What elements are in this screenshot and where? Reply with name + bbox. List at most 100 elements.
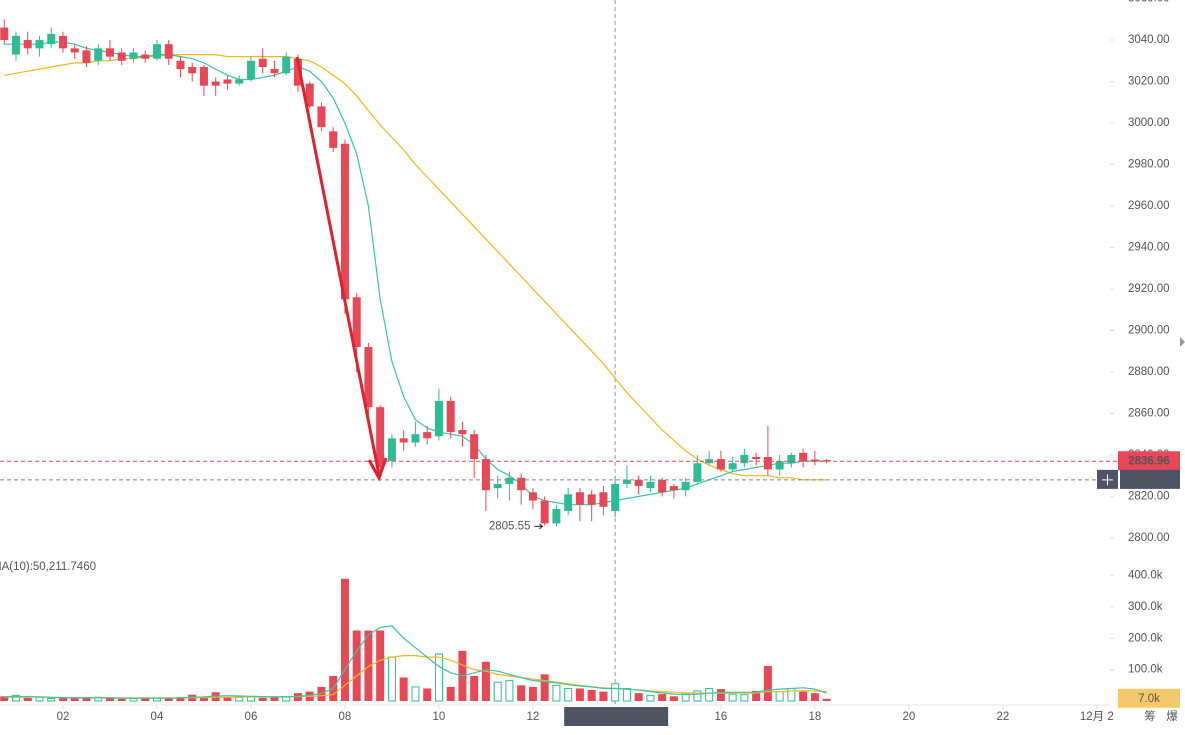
volume-bar [763, 665, 772, 701]
x-tick-label: 12 [527, 711, 540, 723]
volume-bar [434, 653, 443, 702]
x-tick-label: 02 [57, 711, 70, 723]
candle-body [693, 463, 702, 482]
volume-bar [552, 684, 561, 702]
candle-body [35, 40, 44, 49]
candle-body [728, 463, 737, 470]
candle-body [282, 56, 291, 74]
candle-body [646, 481, 655, 489]
x-tick-label: 06 [245, 711, 258, 723]
x-tick-label: 18 [808, 711, 821, 723]
volume-bar [376, 630, 385, 701]
candle-body [58, 35, 67, 49]
candle-body [810, 459, 819, 462]
candle-body [446, 400, 455, 433]
volume-bar [70, 698, 79, 701]
y-tick-label: 2960.00 [1128, 200, 1170, 212]
volume-bar [340, 578, 349, 701]
candle-body [11, 35, 20, 55]
x-tick-label: 20 [902, 711, 915, 723]
volume-bar [0, 696, 9, 701]
y-tick-label: 3040.00 [1128, 34, 1170, 46]
volume-bar [693, 690, 702, 702]
candle-body [176, 60, 185, 70]
volume-bar [528, 686, 537, 701]
volume-ma-line [4, 625, 827, 699]
candle-body [587, 494, 596, 505]
candle-body [575, 492, 584, 505]
candle-body [387, 438, 396, 462]
candle-body [211, 81, 220, 86]
candle-body [716, 459, 725, 470]
volume-bar [411, 686, 420, 702]
candle-body [658, 479, 667, 493]
low-annotation: 2805.55 [489, 520, 531, 532]
candle-body [799, 452, 808, 462]
y-tick-label: 2920.00 [1128, 283, 1170, 295]
candle-body [740, 454, 749, 464]
volume-bar [47, 697, 56, 702]
volume-tag-box [1118, 688, 1180, 708]
y-tick-label: 2980.00 [1128, 159, 1170, 171]
volume-bar [622, 687, 631, 702]
volume-tag-label: 7.0k [1138, 693, 1160, 705]
volume-bar [716, 689, 725, 701]
volume-bar [399, 677, 408, 701]
volume-bar [235, 696, 244, 702]
toolbar-item[interactable]: 爆 [1166, 709, 1178, 723]
candle-body [470, 434, 479, 460]
candle-body [434, 400, 443, 437]
crosshair-time-tag [564, 707, 669, 726]
volume-bar [740, 694, 749, 702]
candle-body [340, 143, 349, 300]
side-handle[interactable] [1180, 337, 1185, 347]
candle-body [458, 430, 467, 435]
volume-bar [176, 696, 185, 701]
x-tick-label: 04 [151, 711, 164, 723]
volume-bar [587, 690, 596, 701]
volume-bar [810, 693, 819, 701]
x-tick-label: 16 [714, 711, 727, 723]
candle-body [188, 67, 197, 74]
candle-body [763, 457, 772, 470]
x-tick-label: 22 [996, 711, 1009, 723]
volume-bar [23, 697, 32, 701]
candle-body [270, 69, 279, 74]
candle-body [199, 67, 208, 86]
volume-bar [164, 698, 173, 701]
volume-bar [82, 697, 91, 701]
y-tick-label: 2900.00 [1128, 324, 1170, 336]
volume-bar [270, 697, 279, 701]
candle-body [317, 106, 326, 128]
crosshair-time-label: 2025-12-01 13:45 [570, 711, 662, 723]
candle-body [364, 347, 373, 408]
volume-bar [364, 630, 373, 701]
y-tick-label: 2800.00 [1128, 532, 1170, 544]
x-tick-label: 10 [433, 711, 446, 723]
volume-bar [446, 686, 455, 701]
volume-bar [129, 697, 138, 702]
candle-body [47, 33, 56, 45]
candle-body [517, 477, 526, 491]
toolbar-item[interactable]: 筹 [1144, 709, 1156, 723]
candle-body [376, 407, 385, 468]
candle-body [223, 79, 232, 84]
low-annotation-arrow [534, 523, 544, 530]
candle-body [129, 52, 138, 59]
volume-bar [105, 698, 114, 701]
y-tick-label: 3060.00 [1128, 0, 1170, 5]
candle-body [822, 460, 831, 462]
y-tick-label: 2940.00 [1128, 242, 1170, 254]
trend-arrow [295, 56, 381, 476]
candle-body [622, 479, 631, 484]
candle-body [293, 58, 302, 86]
volume-bar [387, 656, 396, 702]
candle-body [599, 492, 608, 507]
volume-bar [540, 674, 549, 701]
candle-body [411, 434, 420, 443]
volume-tick-label: 100.0k [1128, 664, 1163, 676]
candle-body [634, 479, 643, 487]
candle-body [164, 44, 173, 59]
